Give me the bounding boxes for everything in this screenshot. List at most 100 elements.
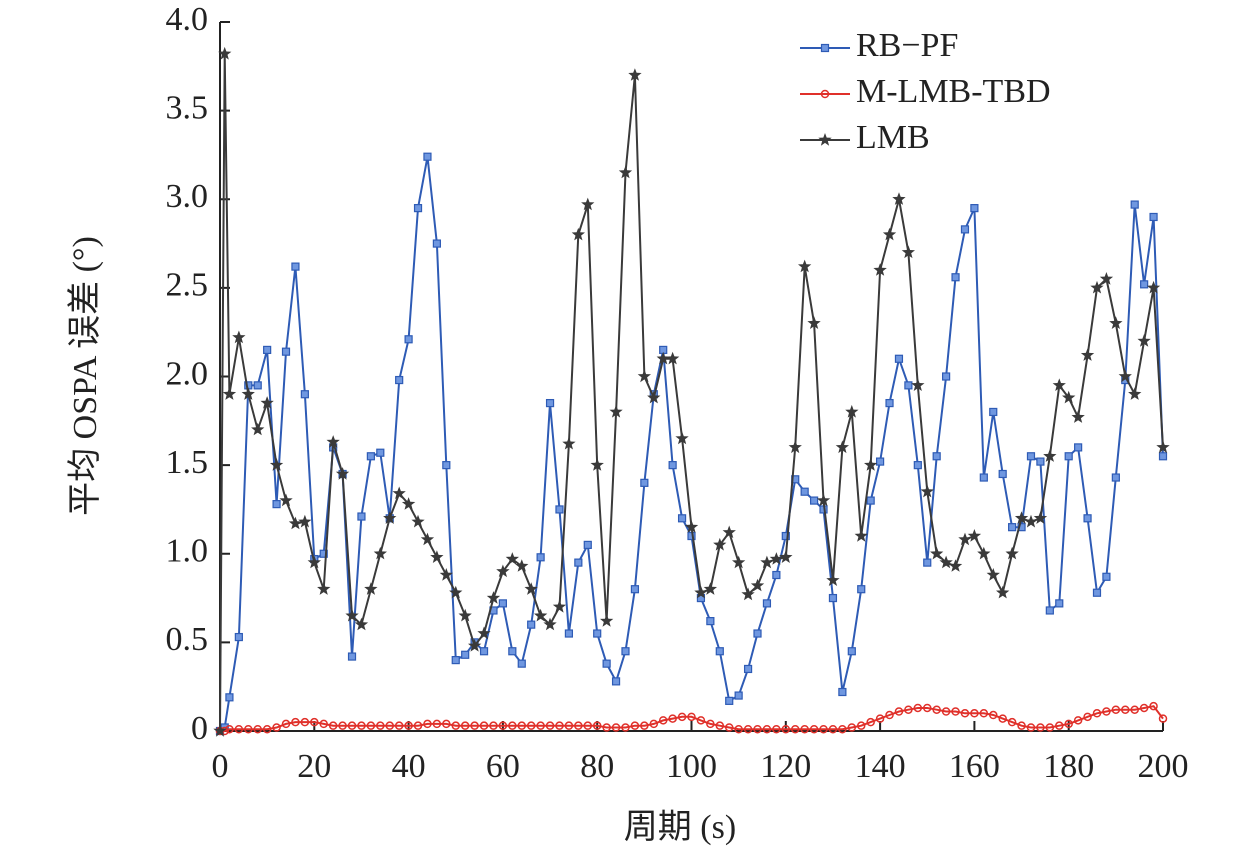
legend-label: RB−PF bbox=[856, 27, 958, 64]
point bbox=[618, 165, 633, 179]
point bbox=[326, 435, 340, 448]
x-tick-label: 180 bbox=[1043, 748, 1094, 785]
point bbox=[1158, 452, 1168, 461]
point bbox=[281, 719, 291, 729]
point bbox=[213, 724, 227, 737]
point bbox=[225, 693, 234, 702]
point bbox=[677, 712, 687, 722]
point bbox=[1007, 717, 1017, 727]
point bbox=[552, 599, 567, 613]
point bbox=[970, 709, 979, 718]
point bbox=[715, 721, 725, 730]
point bbox=[574, 558, 583, 567]
x-tick-label: 140 bbox=[855, 748, 906, 785]
point bbox=[706, 617, 715, 626]
point bbox=[479, 647, 489, 656]
point bbox=[753, 629, 762, 638]
point bbox=[713, 537, 727, 551]
point bbox=[458, 608, 472, 622]
point bbox=[864, 458, 878, 471]
point bbox=[1036, 457, 1045, 466]
point bbox=[628, 68, 642, 81]
point bbox=[376, 721, 385, 730]
point bbox=[600, 614, 614, 627]
point bbox=[1008, 523, 1017, 532]
point bbox=[300, 390, 309, 399]
point bbox=[998, 469, 1007, 479]
point bbox=[347, 721, 357, 730]
point bbox=[460, 721, 470, 730]
point bbox=[310, 717, 319, 727]
series bbox=[215, 152, 1168, 736]
point bbox=[486, 591, 501, 604]
point bbox=[932, 705, 941, 714]
point bbox=[517, 721, 527, 730]
point bbox=[694, 585, 708, 599]
point bbox=[291, 262, 300, 271]
point bbox=[948, 559, 963, 572]
point bbox=[621, 723, 630, 732]
point bbox=[291, 717, 300, 727]
point bbox=[1036, 723, 1045, 732]
y-tick-label: 2.5 bbox=[166, 267, 209, 304]
point bbox=[901, 245, 915, 259]
point bbox=[630, 721, 640, 730]
point bbox=[1017, 523, 1026, 532]
point bbox=[298, 514, 312, 528]
point bbox=[779, 550, 793, 563]
point bbox=[1083, 712, 1092, 722]
point bbox=[583, 540, 592, 549]
point bbox=[234, 632, 243, 642]
series-line bbox=[219, 53, 1164, 732]
point bbox=[1158, 714, 1168, 723]
point bbox=[1045, 606, 1054, 615]
point bbox=[1024, 514, 1038, 528]
point bbox=[687, 712, 696, 722]
point bbox=[904, 381, 913, 390]
point bbox=[828, 593, 838, 603]
point bbox=[866, 717, 875, 727]
series-line bbox=[220, 705, 1164, 732]
point bbox=[621, 647, 630, 656]
point bbox=[725, 696, 734, 705]
point bbox=[894, 707, 904, 716]
point bbox=[703, 582, 717, 595]
point bbox=[590, 458, 604, 471]
point bbox=[496, 564, 510, 578]
point bbox=[958, 532, 972, 546]
point bbox=[411, 514, 425, 528]
point bbox=[307, 555, 321, 569]
point bbox=[930, 546, 944, 560]
point bbox=[392, 486, 406, 500]
legend-marker bbox=[818, 133, 832, 146]
point bbox=[581, 197, 595, 211]
point bbox=[413, 721, 423, 730]
point bbox=[847, 647, 856, 656]
point bbox=[1071, 410, 1085, 423]
point bbox=[232, 330, 246, 344]
point bbox=[354, 617, 369, 631]
point bbox=[357, 721, 366, 730]
point bbox=[373, 546, 387, 560]
point bbox=[828, 724, 838, 734]
point bbox=[647, 390, 661, 404]
point bbox=[335, 467, 350, 480]
point bbox=[1140, 280, 1149, 289]
point bbox=[1099, 272, 1114, 285]
point bbox=[364, 582, 378, 595]
point bbox=[772, 570, 781, 580]
point bbox=[272, 723, 281, 732]
point bbox=[1055, 599, 1064, 608]
point bbox=[715, 647, 724, 656]
point bbox=[527, 620, 536, 629]
point bbox=[1014, 511, 1029, 524]
point bbox=[882, 227, 897, 241]
point bbox=[734, 724, 743, 734]
point bbox=[357, 512, 366, 521]
point bbox=[583, 721, 593, 730]
y-tick-label: 4.0 bbox=[166, 1, 209, 38]
point bbox=[979, 473, 988, 482]
point bbox=[401, 497, 416, 510]
point bbox=[262, 724, 272, 734]
point bbox=[856, 721, 866, 730]
